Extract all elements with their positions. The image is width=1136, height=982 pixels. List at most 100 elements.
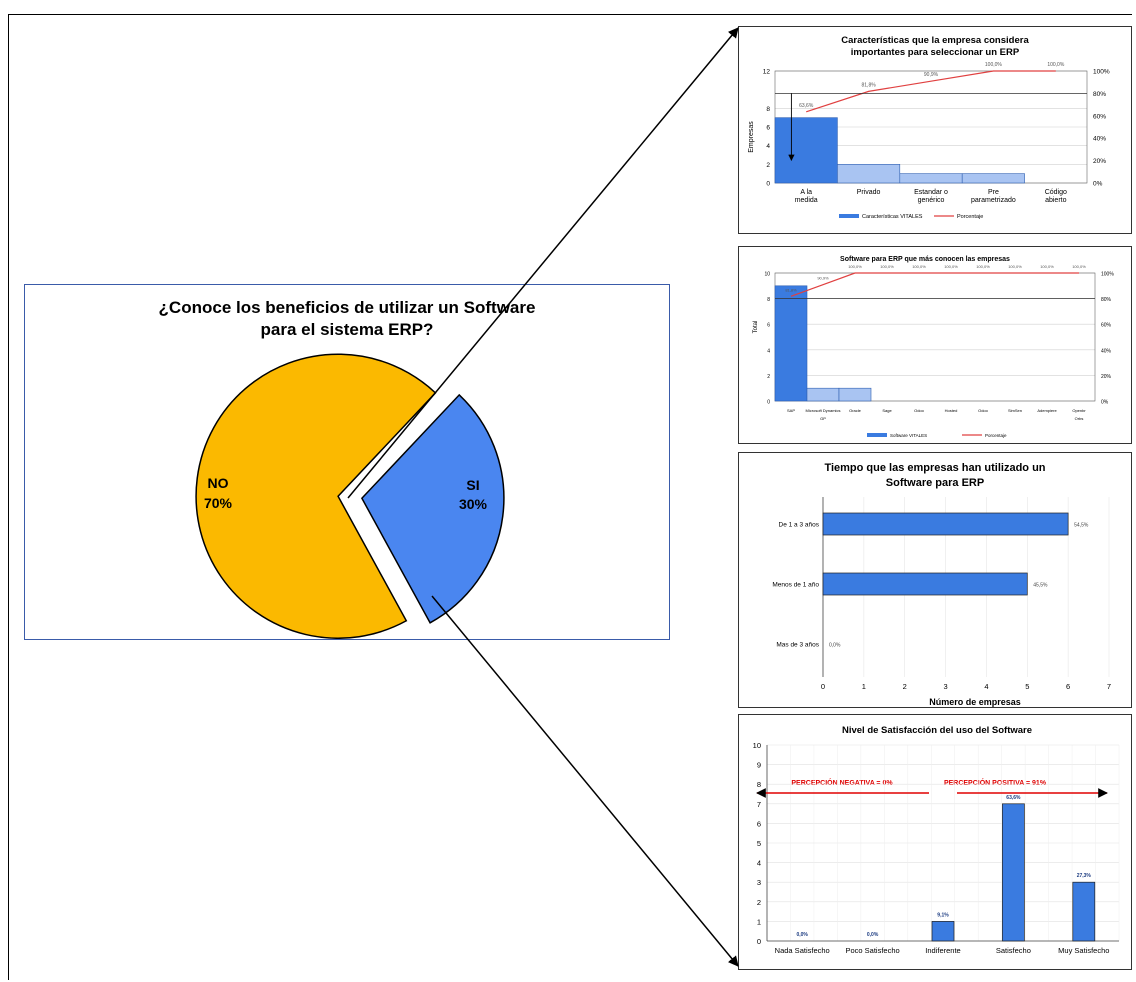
- x-tick-label: parametrizado: [971, 197, 1016, 204]
- bar-value-label: 63,6%: [1006, 795, 1021, 801]
- time-usage-chart: Tiempo que las empresas han utilizado un…: [772, 462, 1111, 707]
- y-tick-label: 0: [757, 937, 761, 946]
- p3-xlabel: Número de empresas: [929, 697, 1021, 707]
- y2-tick-label: 0%: [1101, 400, 1109, 406]
- x-tick-label: Oracle: [849, 408, 862, 413]
- bar-value-label: 0,0%: [829, 643, 841, 649]
- pie-value-no: 70%: [204, 495, 233, 511]
- bar: [774, 117, 838, 184]
- cumulative-label: 100,0%: [1008, 264, 1022, 269]
- y-tick-label: 8: [766, 106, 770, 113]
- y-tick-label: 4: [757, 859, 761, 868]
- cumulative-label: 100,0%: [848, 264, 862, 269]
- legend-label-line: Porcentaje: [957, 214, 983, 220]
- cumulative-label: 81,8%: [862, 82, 877, 88]
- legend-label-line: Porcentaje: [985, 433, 1007, 438]
- p2-title: Software para ERP que más conocen las em…: [840, 256, 1010, 263]
- y-category-label: De 1 a 3 años: [779, 522, 820, 529]
- pie-value-si: 30%: [459, 496, 488, 512]
- x-tick-label: Estandar o: [914, 189, 948, 196]
- arrow-to-bottom: [431, 595, 739, 967]
- cumulative-label: 100,0%: [912, 264, 926, 269]
- cumulative-line: [806, 70, 1056, 113]
- pie-title-line2: para el sistema ERP?: [261, 320, 434, 339]
- y-tick-label: 2: [757, 898, 761, 907]
- cumulative-label: 100,0%: [976, 264, 990, 269]
- legend-label-bars: Software VITALES: [890, 433, 927, 438]
- x-tick-label: Pre: [988, 189, 999, 196]
- p3-title-line1: Tiempo que las empresas han utilizado un: [824, 462, 1045, 474]
- p2-ylabel: Total: [753, 321, 759, 334]
- x-tick-label: Odoo: [978, 408, 989, 413]
- y2-tick-label: 40%: [1101, 348, 1112, 354]
- cumulative-label: 100,0%: [944, 264, 958, 269]
- x-tick-label: Privado: [857, 189, 881, 196]
- y-tick-label: 0: [767, 400, 770, 406]
- y2-tick-label: 20%: [1101, 374, 1112, 380]
- bar: [961, 173, 1025, 184]
- p1-title-line1: Características que la empresa considera: [841, 35, 1029, 46]
- satisfaction-panel: Nivel de Satisfacción del uso del Softwa…: [738, 714, 1132, 970]
- x-tick-label: 4: [984, 682, 988, 691]
- y-tick-label: 4: [766, 143, 770, 150]
- legend-label-bars: Características VITALES: [862, 214, 923, 220]
- pie-chart-panel: ¿Conoce los beneficios de utilizar un So…: [24, 284, 670, 640]
- pie-slice-si: [360, 393, 505, 624]
- y2-tick-label: 80%: [1093, 91, 1106, 98]
- pie-label-si: SI: [466, 477, 479, 493]
- x-tick-label: 6: [1066, 682, 1070, 691]
- pie-label-no: NO: [208, 475, 229, 491]
- y-tick-label: 6: [766, 125, 770, 132]
- x-tick-label: medida: [795, 197, 818, 204]
- x-tick-label: Sage: [882, 408, 892, 413]
- cumulative-label: 90,9%: [817, 276, 829, 281]
- bar-value-label: 0,0%: [796, 932, 808, 938]
- x-tick-label: 5: [1025, 682, 1029, 691]
- p4-negative-annotation: PERCEPCIÓN NEGATIVA = 0%: [791, 778, 893, 787]
- bar-value-label: 27,3%: [1077, 873, 1092, 879]
- p3-title-line2: Software para ERP: [886, 477, 984, 489]
- x-tick-label: 7: [1107, 682, 1111, 691]
- arrow-to-top: [347, 27, 739, 499]
- bar: [1072, 881, 1096, 942]
- bar-value-label: 0,0%: [867, 932, 879, 938]
- bar: [822, 512, 1069, 536]
- x-tick-label: A la: [800, 189, 812, 196]
- p4-title: Nivel de Satisfacción del uso del Softwa…: [842, 725, 1032, 736]
- time-usage-panel: Tiempo que las empresas han utilizado un…: [738, 452, 1132, 708]
- x-tick-label: abierto: [1045, 197, 1067, 204]
- x-tick-label: SimSen: [1008, 408, 1022, 413]
- page-frame: [8, 14, 1132, 980]
- pareto-characteristics-chart: Características que la empresa considera…: [748, 35, 1110, 220]
- bar: [838, 387, 872, 402]
- x-tick-label: GP: [820, 416, 826, 421]
- cumulative-label: 100,0%: [1040, 264, 1054, 269]
- x-tick-label: Satisfecho: [996, 946, 1031, 955]
- legend-swatch-bars: [839, 214, 859, 218]
- x-tick-label: Poco Satisfecho: [845, 946, 899, 955]
- pie-title-line1: ¿Conoce los beneficios de utilizar un So…: [159, 298, 536, 317]
- pie-slice-no: [195, 353, 437, 639]
- cumulative-label: 100,0%: [1047, 62, 1065, 68]
- x-tick-label: Hosted: [945, 408, 958, 413]
- bar-value-label: 45,5%: [1033, 583, 1048, 589]
- x-tick-label: genérico: [918, 197, 945, 204]
- y-tick-label: 2: [766, 162, 770, 169]
- y2-tick-label: 60%: [1093, 113, 1106, 120]
- p1-title-line2: importantes para seleccionar un ERP: [851, 47, 1020, 58]
- y2-tick-label: 100%: [1101, 272, 1114, 278]
- p1-ylabel: Empresas: [748, 121, 755, 153]
- x-tick-label: Nada Satisfecho: [775, 946, 830, 955]
- y-tick-label: 8: [767, 297, 770, 303]
- y-tick-label: 9: [757, 761, 761, 770]
- y2-tick-label: 60%: [1101, 323, 1112, 329]
- pie-chart: ¿Conoce los beneficios de utilizar un So…: [159, 298, 536, 639]
- p4-positive-annotation: PERCEPCIÓN POSITIVA = 91%: [944, 778, 1047, 787]
- bar: [774, 285, 808, 402]
- y-tick-label: 12: [763, 69, 771, 76]
- y2-tick-label: 20%: [1093, 158, 1106, 165]
- y-tick-label: 3: [757, 878, 761, 887]
- pareto-software-chart: Software para ERP que más conocen las em…: [753, 256, 1114, 438]
- pareto-characteristics-panel: Características que la empresa considera…: [738, 26, 1132, 234]
- y-tick-label: 0: [766, 181, 770, 188]
